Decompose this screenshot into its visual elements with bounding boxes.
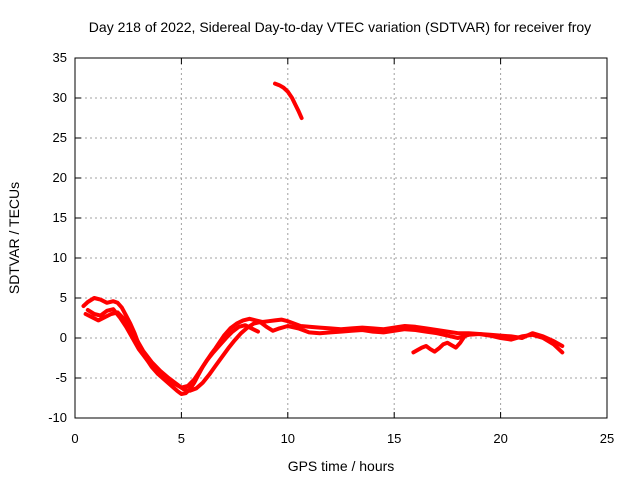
x-tick-label: 15 [387,431,401,446]
y-tick-label: 35 [53,50,67,65]
y-tick-label: -5 [55,370,67,385]
y-tick-label: 25 [53,130,67,145]
x-tick-label: 5 [178,431,185,446]
series-track-a [81,296,565,396]
x-tick-label: 25 [600,431,614,446]
series-track-c [85,307,260,390]
x-axis-title: GPS time / hours [288,458,395,474]
series-track-b [83,310,565,393]
data-series [81,81,565,396]
y-tick-label: 30 [53,90,67,105]
axis-ticks [74,57,608,419]
y-tick-label: 5 [60,290,67,305]
x-tick-label: 10 [281,431,295,446]
x-axis-tick-labels: 0 5 10 15 20 25 [71,431,614,446]
y-tick-label: 0 [60,330,67,345]
plot-frame [74,57,608,419]
y-axis-tick-labels: -10 -5 0 5 10 15 20 25 30 35 [48,50,67,425]
x-tick-label: 20 [493,431,507,446]
y-tick-label: -10 [48,410,67,425]
grid-lines [75,58,607,418]
y-axis-title: SDTVAR / TECUs [6,182,22,294]
chart-title: Day 218 of 2022, Sidereal Day-to-day VTE… [89,19,591,35]
y-tick-label: 15 [53,210,67,225]
y-tick-label: 20 [53,170,67,185]
y-tick-label: 10 [53,250,67,265]
series-track-e [411,334,467,355]
x-tick-label: 0 [71,431,78,446]
series-track-d [273,81,304,120]
